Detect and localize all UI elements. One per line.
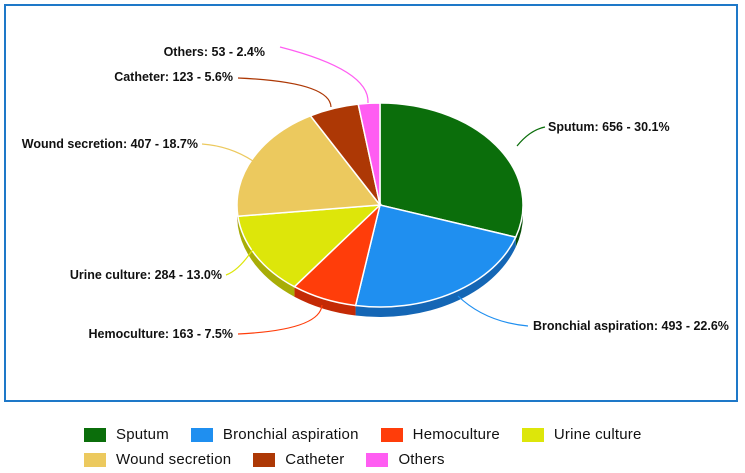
legend-swatch [253, 452, 276, 467]
legend-label: Wound secretion [116, 451, 232, 468]
legend-label: Urine culture [553, 426, 642, 443]
pie-slice-bronchial-aspiration[interactable] [354, 204, 517, 308]
legend-item-wound-secretion[interactable]: Wound secretion [84, 451, 231, 468]
leader-line-bronchial-aspiration [457, 295, 529, 327]
legend-item-others[interactable]: Others [366, 451, 444, 468]
legend-swatch [84, 427, 106, 442]
pie-side-urine-culture [237, 216, 295, 297]
slice-labels: Sputum: 656 - 30.1% Bronchial aspiration:… [22, 45, 729, 341]
pie-slice-wound-secretion[interactable] [236, 114, 382, 218]
leader-line-wound-secretion [201, 143, 254, 162]
slice-label-sputum: Sputum: 656 - 30.1% [548, 120, 670, 134]
legend-swatch [380, 427, 403, 442]
slice-label-others: Others: 53 - 2.4% [164, 45, 265, 59]
pie-slice-sputum[interactable] [379, 102, 524, 239]
slice-label-catheter: Catheter: 123 - 5.6% [114, 70, 233, 84]
slice-label-wound-secretion: Wound secretion: 407 - 18.7% [22, 137, 198, 151]
legend-label: Hemoculture [412, 426, 500, 443]
legend: Sputum Bronchial aspiration Hemoculture Uri… [0, 420, 745, 473]
legend-item-sputum[interactable]: Sputum [84, 426, 169, 443]
slice-label-bronchial-aspiration: Bronchial aspiration: 493 - 22.6% [533, 319, 729, 333]
leader-lines [201, 46, 546, 335]
pie-slice-others[interactable] [357, 102, 381, 206]
slice-label-hemoculture: Hemoculture: 163 - 7.5% [89, 327, 234, 341]
legend-label: Bronchial aspiration [222, 426, 359, 443]
legend-swatch [84, 452, 106, 467]
legend-label: Sputum [116, 426, 169, 443]
leader-line-urine-culture [225, 245, 256, 276]
leader-line-catheter [237, 77, 332, 108]
legend-swatch [521, 427, 544, 442]
slice-label-urine-culture: Urine culture: 284 - 13.0% [70, 268, 222, 282]
legend-swatch [366, 452, 389, 467]
pie-chart: Sputum: 656 - 30.1% Bronchial aspiration:… [22, 45, 729, 341]
legend-item-bronchial-aspiration[interactable]: Bronchial aspiration [190, 426, 359, 443]
legend-label: Others [398, 451, 445, 468]
leader-line-sputum [516, 126, 546, 147]
pie-side-bronchial-aspiration [355, 237, 516, 317]
pie-slice-urine-culture[interactable] [237, 204, 383, 288]
legend-item-catheter[interactable]: Catheter [253, 451, 344, 468]
legend-label: Catheter [285, 451, 345, 468]
legend-item-urine-culture[interactable]: Urine culture [521, 426, 642, 443]
legend-item-hemoculture[interactable]: Hemoculture [380, 426, 500, 443]
legend-row: Wound secretion Catheter Others [84, 451, 467, 468]
pie-slices [236, 102, 524, 308]
pie-side-sputum [515, 205, 523, 248]
leader-line-hemoculture [237, 304, 323, 335]
legend-row: Sputum Bronchial aspiration Hemoculture Uri… [84, 426, 664, 443]
leader-line-others [279, 46, 369, 104]
legend-swatch [190, 427, 213, 442]
